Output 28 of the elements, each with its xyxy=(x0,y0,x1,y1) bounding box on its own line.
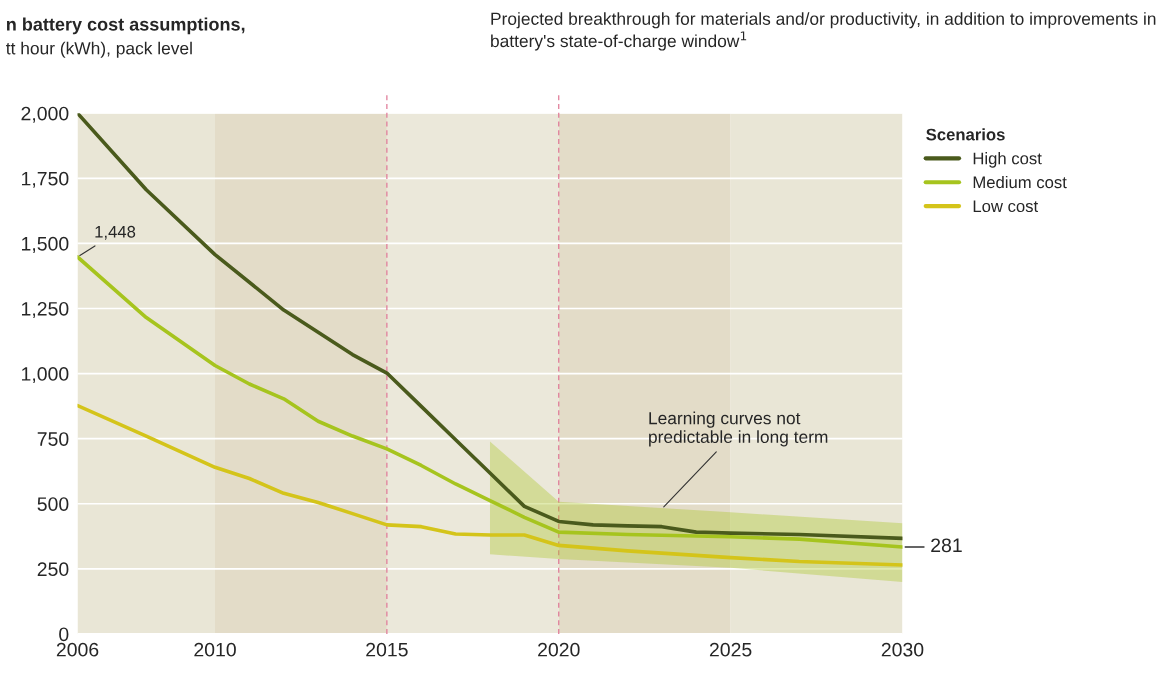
y-tick-label: 1,500 xyxy=(22,236,69,253)
legend-label: Medium cost xyxy=(973,175,1067,189)
y-tick-label: 1,250 xyxy=(22,301,69,319)
text: Projected breakthrough for materials and/or productivity, in addition to improvements in battery's state-of-charge window$^{1}$ xyxy=(491,12,1156,51)
x-tick-label: 2015 xyxy=(366,642,408,657)
y-tick-label: 750 xyxy=(37,432,69,446)
legend-label: High cost xyxy=(973,152,1042,168)
x-tick-label: 2010 xyxy=(194,642,236,657)
x-tick-label: 2020 xyxy=(538,642,580,657)
annotation: Learning curves not predictable in long term xyxy=(649,411,828,447)
data-label: 1,448 xyxy=(95,225,136,240)
chart-title: n battery cost assumptions, xyxy=(6,17,245,35)
legend-label: Low cost xyxy=(973,200,1039,213)
line-series xyxy=(77,255,903,549)
legend-title: Scenarios xyxy=(926,128,1005,141)
y-tick-label: 250 xyxy=(37,562,69,577)
text: 281 xyxy=(931,538,962,553)
y-tick-label: 1,750 xyxy=(22,171,69,188)
y-tick-label: 1,000 xyxy=(22,367,69,384)
line-series xyxy=(77,113,903,541)
y-tick-label: 0 xyxy=(59,627,69,642)
line-series xyxy=(77,403,903,567)
x-tick-label: 2025 xyxy=(709,642,752,657)
y-tick-label: 500 xyxy=(37,497,69,511)
y-tick-label: 2,000 xyxy=(21,106,69,123)
chart-subtitle: tt hour (kWh), pack level xyxy=(6,41,192,58)
x-tick-label: 2006 xyxy=(56,642,99,657)
x-tick-label: 2030 xyxy=(881,642,924,657)
